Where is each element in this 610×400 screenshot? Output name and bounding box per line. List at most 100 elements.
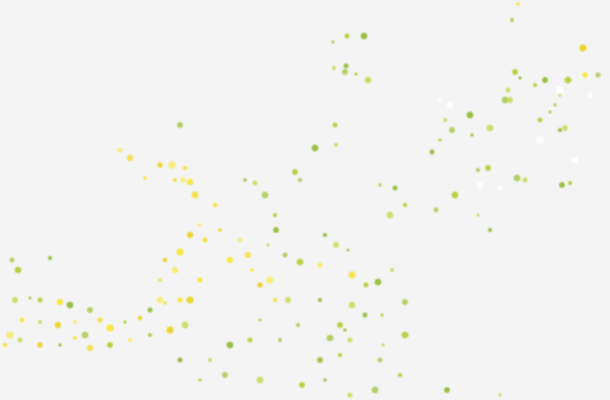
green-dot [243,178,247,182]
yellow-dot [37,342,43,348]
green-dot [498,393,502,397]
green-dot [81,331,89,339]
green-dot [66,301,74,309]
green-dot [28,296,32,300]
green-dot [12,297,18,303]
green-dot [17,337,23,343]
green-dot [362,312,368,318]
yellow-dot [348,271,356,279]
green-dot [542,77,548,83]
green-dot [222,372,228,378]
green-dot [247,337,253,343]
yellow-dot [56,298,64,306]
green-dot [266,243,270,247]
yellow-dot [73,336,77,340]
yellow-dot [176,248,184,256]
yellow-dot [191,191,199,199]
yellow-dot [582,72,588,78]
white-dot [437,97,443,103]
yellow-dot [163,301,167,305]
yellow-dot [226,256,234,264]
green-dot [14,266,22,274]
green-dot [449,127,455,133]
yellow-dot [244,251,252,259]
green-dot [333,142,339,148]
green-dot [311,144,319,152]
green-dot [386,211,394,219]
green-dot [470,133,474,137]
green-dot [595,72,601,78]
yellow-dot [54,321,62,329]
green-dot [331,40,335,44]
green-dot [363,282,369,288]
green-dot [285,297,291,303]
green-dot [364,76,372,84]
green-dot [181,321,189,329]
green-dot [466,111,474,119]
green-dot [380,313,384,317]
green-dot [47,255,53,261]
yellow-dot [212,202,218,208]
yellow-dot [157,162,163,168]
green-dot [347,392,353,398]
green-dot [360,32,368,40]
green-dot [337,352,343,358]
green-dot [486,124,494,132]
yellow-dot [117,147,123,153]
yellow-dot [127,337,133,343]
yellow-dot [162,257,168,263]
green-dot [354,72,358,76]
green-dot [277,337,283,343]
yellow-dot [97,317,103,323]
green-dot [518,76,522,80]
green-dot [317,297,323,303]
green-dot [326,334,334,342]
white-dot [556,86,564,94]
yellow-dot [106,324,114,332]
green-dot [58,343,62,347]
yellow-dot [177,297,183,303]
green-dot [332,122,338,128]
green-dot [9,257,15,263]
green-dot [564,76,572,84]
green-dot [522,177,528,183]
green-dot [532,82,538,88]
green-dot [402,299,408,305]
yellow-dot [257,282,263,288]
yellow-dot [6,331,14,339]
yellow-dot [19,317,25,323]
green-dot [273,227,279,233]
green-dot [475,167,481,173]
green-dot [392,185,398,191]
green-dot [207,357,213,363]
yellow-dot [166,326,174,334]
yellow-dot [2,342,8,348]
yellow-dot [156,296,164,304]
white-dot [587,92,593,98]
green-dot [343,328,347,332]
green-dot [272,212,278,218]
yellow-dot [579,44,587,52]
yellow-dot [198,223,202,227]
green-dot [348,301,356,309]
green-dot [562,125,568,131]
green-dot [374,278,382,286]
green-dot [444,387,450,393]
green-dot [377,357,383,363]
yellow-dot [250,268,254,272]
yellow-dot [516,2,520,6]
dot-field [2,2,601,398]
yellow-dot [317,262,323,268]
yellow-dot [186,231,194,239]
green-dot [451,191,459,199]
green-dot [295,322,301,328]
green-dot [537,117,543,123]
green-dot [346,248,350,252]
yellow-dot [143,176,147,180]
yellow-dot [173,178,177,182]
green-dot [198,378,202,382]
green-dot [401,331,409,339]
yellow-dot [126,154,134,162]
